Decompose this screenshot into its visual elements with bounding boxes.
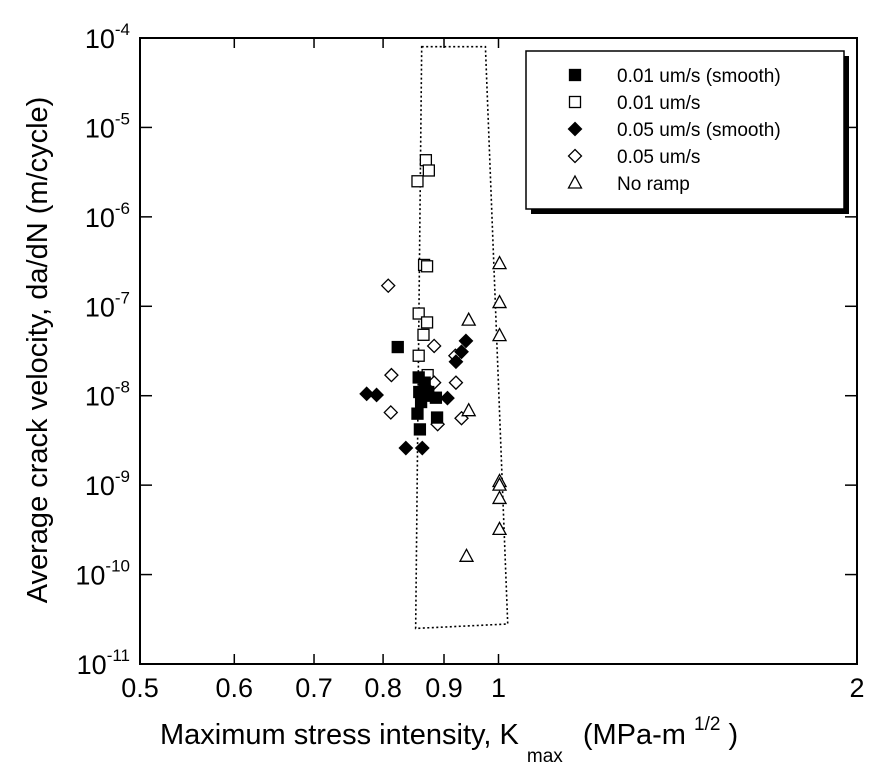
- x-axis-title-units: (MPa-m: [583, 719, 686, 751]
- y-tick-label: 10-4: [85, 20, 130, 54]
- y-axis-title: Average crack velocity, da/dN (m/cycle): [22, 97, 54, 604]
- y-tick-base: 10: [85, 203, 115, 233]
- triangle-open-point: [491, 521, 508, 536]
- diamond-open-point: [448, 375, 464, 391]
- legend-label: 0.01 um/s: [617, 93, 700, 114]
- x-axis-tick-labels: 0.5 0.6 0.7 0.8 0.9 1 2: [121, 673, 864, 703]
- diamond-filled-point: [414, 440, 430, 456]
- square-open-point: [420, 260, 434, 273]
- x-axis-ticks: [139, 38, 858, 664]
- x-axis-title-main: Maximum stress intensity, K: [160, 719, 519, 751]
- legend-marker-square-filled: [568, 68, 582, 82]
- square-filled-point: [414, 395, 428, 409]
- y-tick-exponent: -11: [107, 646, 130, 665]
- x-axis-title-subscript: max: [527, 746, 563, 767]
- square-open-point: [412, 307, 425, 320]
- legend-items: 0.01 um/s (smooth) 0.01 um/s 0.05 um/s (sm…: [567, 66, 781, 195]
- square-filled-point: [430, 411, 444, 424]
- y-tick-exponent: -6: [115, 199, 130, 218]
- square-open-point: [412, 349, 425, 362]
- y-tick-base: 10: [85, 292, 115, 322]
- square-open-point: [411, 175, 424, 188]
- triangle-open-point: [461, 311, 477, 326]
- y-tick-label: 10-9: [85, 467, 130, 501]
- diamond-open-point: [384, 367, 399, 383]
- legend-marker-diamond-filled: [567, 121, 583, 137]
- triangle-open-point: [491, 294, 508, 309]
- x-tick-label: 0.8: [364, 673, 402, 703]
- diamond-open-point: [383, 405, 399, 420]
- y-tick-exponent: -7: [115, 288, 130, 307]
- legend-marker-diamond-open: [567, 148, 583, 164]
- square-filled-point: [429, 391, 443, 404]
- y-tick-label: 10-5: [85, 109, 130, 143]
- x-tick-label: 0.5: [121, 673, 159, 703]
- square-open-point: [417, 328, 430, 341]
- x-tick-label: 0.6: [216, 673, 254, 703]
- x-axis-title: Maximum stress intensity, K max (MPa-m 1…: [160, 705, 738, 769]
- triangle-open-point: [461, 402, 477, 417]
- x-tick-label: 1: [491, 673, 506, 703]
- square-filled-point: [411, 407, 424, 420]
- diamond-filled-point: [369, 387, 385, 403]
- y-tick-exponent: -8: [115, 378, 130, 397]
- diamond-filled-point: [458, 333, 474, 349]
- diamond-filled-point: [448, 354, 464, 370]
- plot-area: [139, 37, 858, 665]
- y-tick-base: 10: [85, 113, 115, 143]
- y-tick-exponent: -10: [105, 557, 130, 576]
- data-markers: [359, 154, 508, 562]
- legend-label: 0.05 um/s: [617, 147, 700, 168]
- x-tick-label: 0.9: [425, 673, 463, 703]
- square-filled-point: [413, 423, 427, 436]
- square-filled-point: [391, 340, 404, 354]
- diamond-open-point: [426, 338, 442, 354]
- legend-label: 0.05 um/s (smooth): [617, 120, 781, 141]
- y-tick-label: 10-11: [77, 646, 130, 680]
- y-tick-label: 10-6: [85, 199, 130, 233]
- y-tick-base: 10: [75, 561, 105, 591]
- diamond-filled-point: [454, 344, 469, 360]
- square-open-point: [420, 316, 434, 329]
- y-tick-label: 10-8: [85, 378, 130, 412]
- triangle-open-point: [491, 490, 508, 505]
- legend: 0.01 um/s (smooth) 0.01 um/s 0.05 um/s (sm…: [525, 50, 849, 214]
- legend-marker-square-open: [568, 95, 582, 109]
- x-tick-label: 2: [849, 673, 864, 703]
- y-tick-label: 10-10: [75, 557, 130, 591]
- x-tick-label: 0.7: [295, 673, 333, 703]
- legend-marker-triangle-open: [567, 174, 583, 189]
- y-tick-label: 10-7: [85, 288, 130, 322]
- x-axis-title-superscript: 1/2: [694, 714, 720, 735]
- square-open-point: [422, 164, 435, 177]
- y-tick-base: 10: [85, 471, 115, 501]
- y-tick-exponent: -4: [115, 20, 130, 39]
- diamond-filled-point: [359, 386, 375, 402]
- diamond-filled-point: [440, 390, 455, 406]
- legend-label: No ramp: [617, 174, 690, 195]
- y-axis-ticks: [140, 37, 857, 665]
- triangle-open-point: [458, 547, 475, 562]
- diamond-filled-point: [398, 440, 414, 456]
- y-tick-base: 10: [77, 650, 107, 680]
- square-open-point: [419, 154, 433, 167]
- x-axis-title-units-close: ): [729, 719, 739, 751]
- y-tick-base: 10: [85, 382, 115, 412]
- triangle-open-point: [491, 327, 508, 342]
- y-tick-exponent: -5: [115, 109, 130, 128]
- triangle-open-point: [491, 255, 508, 270]
- y-tick-exponent: -9: [115, 467, 130, 486]
- y-tick-base: 10: [85, 24, 115, 54]
- diamond-open-point: [380, 278, 396, 294]
- legend-label: 0.01 um/s (smooth): [617, 66, 781, 87]
